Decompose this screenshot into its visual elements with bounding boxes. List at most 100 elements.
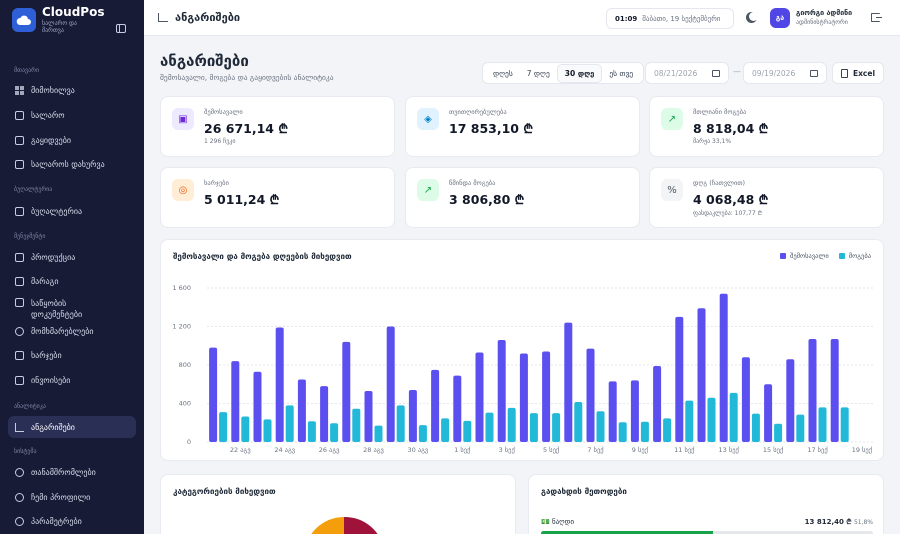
bar-profit [263, 419, 272, 442]
percent-icon: % [661, 179, 683, 201]
sidebar-item-products[interactable]: პროდუქცია [8, 246, 136, 268]
bar-profit [751, 413, 760, 442]
sidebar-item-invoices[interactable]: ინვოისები [8, 369, 136, 391]
sidebar-item-profile[interactable]: ჩემი პროფილი [8, 486, 136, 508]
stat-label: დღგ (ჩათვლით) [693, 179, 746, 187]
stat-value: 5 011,24 ₾ [204, 192, 280, 207]
bar-revenue [808, 339, 817, 442]
user-name: გიორგი ადმინი [796, 9, 853, 17]
page-subtitle: შემოსავალი, მოგება და გაყიდვების ანალიტი… [160, 73, 334, 82]
category-title: კატეგორიების მიხედვით [173, 487, 276, 496]
stat-value: 3 806,80 ₾ [449, 192, 525, 207]
bar-revenue [653, 365, 662, 442]
bar-revenue [431, 369, 440, 442]
range-today-button[interactable]: დღეს [493, 68, 513, 78]
bar-profit [485, 412, 494, 442]
bar-profit [774, 423, 783, 442]
logout-icon[interactable] [871, 13, 882, 22]
x-tick-label: 17 სექ [807, 446, 827, 454]
range-7d-button[interactable]: 7 დღე [526, 68, 550, 78]
sidebar-item-customers[interactable]: მომხმარებლები [8, 320, 136, 342]
bar-revenue [209, 347, 218, 442]
sidebar-item-expenses[interactable]: ხარჯები [8, 344, 136, 366]
trend-up-icon: ↗ [417, 179, 439, 201]
range-selector: დღეს 7 დღე 30 დღე ეს თვე [482, 62, 645, 84]
bar-profit [707, 397, 716, 442]
date-from-input[interactable]: 08/21/2026 [645, 62, 729, 84]
stat-label: წმინდა მოგება [449, 179, 496, 187]
legend-revenue[interactable]: შემოსავალი [779, 252, 829, 260]
avatar[interactable]: გა [770, 8, 790, 28]
bar-revenue [475, 352, 484, 442]
sidebar-item-reports[interactable]: ანგარიშები [8, 416, 136, 438]
range-month-button[interactable]: ეს თვე [609, 68, 634, 78]
legend-profit[interactable]: მოგება [838, 252, 871, 260]
page-title: ანგარიშები [160, 52, 249, 70]
stat-card: ◈ თვითღირებულება 17 853,10 ₾ [405, 96, 640, 157]
bar-profit [396, 405, 405, 442]
sidebar-item-sales[interactable]: გაყიდვები [8, 129, 136, 151]
chart-legend: შემოსავალი მოგება [779, 252, 871, 260]
stat-sub: ფასდაკლება: 107,77 ₾ [693, 210, 763, 217]
stat-sub: 1 296 ჩეკი [204, 138, 236, 145]
bar-profit [618, 422, 627, 442]
topbar-title: ანგარიშები [158, 11, 240, 24]
bar-profit [663, 418, 672, 442]
sidebar-item-accounting[interactable]: ბუღალტერია [8, 200, 136, 222]
bar-chart-icon [15, 422, 24, 432]
sidebar-item-register-close[interactable]: სალაროს დახურვა [8, 153, 136, 175]
stat-label: შემოსავალი [204, 108, 243, 116]
x-tick-label: 30 აგვ [408, 446, 429, 454]
calendar-icon [15, 159, 24, 169]
sidebar-item-pos[interactable]: სალარო [8, 104, 136, 126]
x-tick-label: 1 სექ [454, 446, 470, 454]
box-icon [15, 252, 24, 262]
bar-revenue [741, 357, 750, 442]
x-tick-label: 26 აგვ [319, 446, 340, 454]
range-30d-button[interactable]: 30 დღე [556, 63, 603, 83]
user-icon [15, 492, 24, 502]
date-to-input[interactable]: 09/19/2026 [743, 62, 827, 84]
cash-icon: 💵 [541, 518, 550, 526]
sidebar-item-overview[interactable]: მიმოხილვა [8, 79, 136, 101]
bar-revenue [253, 371, 262, 442]
bar-profit [307, 421, 316, 442]
x-tick-label: 28 აგვ [363, 446, 384, 454]
moon-icon[interactable] [749, 12, 758, 21]
pie-slice [311, 517, 344, 534]
stat-value: 17 853,10 ₾ [449, 121, 533, 136]
bar-revenue [675, 316, 684, 442]
stat-value: 8 818,04 ₾ [693, 121, 769, 136]
x-tick-label: 7 სექ [587, 446, 603, 454]
sidebar-collapse-icon[interactable] [116, 24, 126, 33]
file-icon [15, 375, 24, 385]
book-icon [15, 206, 24, 216]
clock-time: 01:09 [615, 14, 638, 23]
sidebar-item-employees[interactable]: თანამშრომლები [8, 461, 136, 483]
bar-profit [640, 421, 649, 442]
sidebar-item-warehouse-docs[interactable]: საწყობის დოკუმენტები [8, 295, 136, 323]
bar-revenue [231, 361, 240, 442]
bar-profit [818, 407, 827, 442]
export-excel-button[interactable]: Excel [832, 62, 884, 84]
bar-revenue [519, 353, 528, 442]
bar-revenue [830, 339, 839, 442]
payment-panel: გადახდის მეთოდები 💵 ნაღდი 13 812,40 ₾ 51… [528, 474, 884, 534]
bar-profit [330, 423, 339, 442]
sidebar-item-settings[interactable]: პარამეტრები [8, 510, 136, 532]
sidebar-section-label: სისტემა [14, 448, 37, 455]
sidebar-item-stock[interactable]: მარაგი [8, 270, 136, 292]
pie-slice [344, 516, 378, 534]
payment-progress-fill [541, 531, 713, 534]
date-separator: — [733, 67, 741, 76]
bar-profit [352, 408, 361, 442]
x-tick-label: 22 აგვ [230, 446, 251, 454]
x-tick-label: 11 სექ [674, 446, 694, 454]
stat-sub: მარჟა 33,1% [693, 138, 732, 145]
sidebar-section-label: ბუღალტერია [14, 186, 53, 193]
wallet-icon [15, 350, 24, 360]
y-tick-label: 800 [179, 361, 191, 369]
stat-card: ▣ შემოსავალი 26 671,14 ₾ 1 296 ჩეკი [160, 96, 395, 157]
sidebar-section-label: ანალიტიკა [14, 403, 46, 410]
bar-revenue [386, 326, 395, 442]
